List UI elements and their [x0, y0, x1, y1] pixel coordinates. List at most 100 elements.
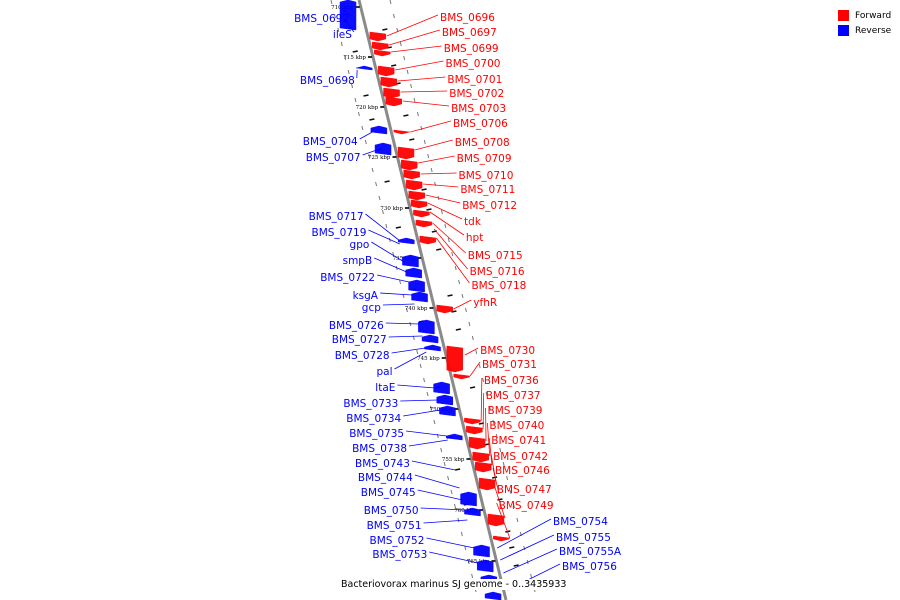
reverse-gene-label: pal: [376, 366, 392, 378]
reverse-gene-label: BMS_0754: [553, 516, 608, 528]
guide-dot-right: [399, 41, 402, 47]
forward-leader-line: [390, 45, 442, 53]
guide-dot-left: [371, 167, 374, 173]
reverse-leader-line: [379, 292, 413, 296]
reverse-gene-label: BMS_0744: [358, 472, 413, 484]
forward-leader-line: [423, 183, 459, 188]
reverse-leader-line: [414, 474, 460, 489]
guide-dot-right: [392, 13, 395, 19]
reverse-gene-label: BMS_0752: [369, 535, 424, 547]
forward-gene-block: [380, 76, 398, 88]
guide-dot-right: [512, 503, 515, 509]
guide-dot-left: [351, 83, 354, 89]
forward-gene-label: yfhR: [473, 297, 497, 309]
guide-dot-left: [364, 139, 367, 145]
tick-label: 720 kbp: [356, 105, 379, 111]
forward-gene-label: BMS_0741: [491, 435, 546, 447]
tick-label: 715 kbp: [343, 55, 366, 61]
guide-dot-right: [475, 349, 478, 355]
forward-gene-block: [385, 96, 403, 107]
forward-gene-block: [436, 304, 453, 314]
forward-gene-block: [446, 345, 464, 373]
feature-tick: [352, 50, 358, 53]
forward-gene-block: [374, 49, 391, 57]
forward-gene-label: BMS_0706: [453, 118, 508, 130]
forward-gene-label: BMS_0749: [499, 500, 554, 512]
forward-leader-line: [397, 76, 446, 82]
forward-gene-block: [413, 209, 430, 218]
forward-gene-label: BMS_0730: [480, 345, 535, 357]
forward-leader-line: [464, 347, 479, 356]
forward-leader-line: [410, 120, 452, 133]
forward-gene-block: [419, 235, 437, 245]
forward-gene-block: [466, 425, 483, 435]
guide-dot-right: [444, 223, 447, 229]
forward-gene-block: [408, 190, 426, 201]
forward-gene-block: [468, 436, 486, 450]
forward-leader-line: [420, 172, 457, 175]
guide-dot-left: [471, 573, 474, 579]
guide-dot-left: [423, 377, 426, 383]
feature-tick: [469, 386, 476, 389]
reverse-leader-line: [400, 399, 439, 402]
legend-label-forward: Forward: [855, 10, 892, 21]
tick-label: 745 kbp: [417, 356, 440, 362]
forward-gene-block: [478, 477, 496, 491]
guide-dot-right: [451, 251, 454, 257]
forward-gene-label: tdk: [464, 216, 482, 228]
reverse-gene-label: BMS_0726: [329, 320, 384, 332]
reverse-gene-label: gpo: [350, 239, 370, 251]
guide-dot-right: [458, 279, 461, 285]
reverse-leader-line: [423, 519, 468, 524]
genome-caption: Bacteriovorax marinus SJ genome - 0..343…: [340, 579, 568, 590]
forward-leader-line: [480, 377, 483, 422]
reverse-gene-block: [411, 291, 428, 303]
reverse-leader-line: [344, 19, 355, 33]
guide-dot-right: [413, 97, 416, 103]
forward-gene-label: BMS_0739: [488, 405, 543, 417]
reverse-gene-label: ltaE: [375, 382, 395, 394]
reverse-gene-block: [439, 405, 456, 417]
reverse-gene-label: BMS_0717: [309, 211, 364, 223]
forward-gene-label: BMS_0712: [462, 200, 517, 212]
feature-tick: [363, 94, 369, 97]
reverse-gene-label: BMS_0743: [355, 458, 410, 470]
forward-gene-label: BMS_0737: [486, 390, 541, 402]
forward-gene-label: BMS_0709: [457, 153, 512, 165]
guide-dot-left: [426, 391, 429, 397]
guide-dot-right: [482, 377, 485, 383]
guide-dot-right: [523, 545, 526, 551]
forward-leader-line: [400, 90, 448, 93]
legend: Forward Reverse: [838, 8, 891, 38]
reverse-gene-block: [421, 334, 439, 344]
guide-dot-right: [492, 419, 495, 425]
reverse-gene-label: BMS_0751: [367, 520, 422, 532]
feature-tick: [509, 546, 515, 549]
forward-gene-block: [397, 146, 415, 160]
guide-dot-left: [378, 195, 381, 201]
reverse-gene-label: BMS_0735: [349, 428, 404, 440]
reverse-leader-line: [397, 384, 436, 389]
guide-dot-left: [405, 307, 408, 313]
reverse-gene-block: [476, 559, 494, 573]
reverse-gene-block: [464, 507, 481, 517]
reverse-leader-line: [391, 347, 426, 354]
reverse-gene-block: [408, 279, 425, 293]
feature-tick: [505, 530, 511, 533]
feature-tick: [421, 188, 427, 191]
reverse-leader-line: [377, 274, 410, 283]
feature-tick: [436, 248, 442, 251]
forward-leader-line: [435, 237, 470, 284]
guide-dot-left: [385, 223, 388, 229]
guide-dot-right: [430, 167, 433, 173]
forward-leader-line: [402, 100, 450, 107]
forward-leader-line: [433, 228, 468, 270]
guide-dot-right: [464, 307, 467, 313]
reverse-leader-line: [497, 518, 552, 549]
guide-dot-left: [419, 363, 422, 369]
forward-gene-label: BMS_0697: [442, 27, 497, 39]
forward-leader-line: [432, 222, 467, 254]
guide-dot-right: [454, 265, 457, 271]
reverse-gene-block: [339, 0, 357, 31]
forward-gene-block: [372, 41, 389, 51]
